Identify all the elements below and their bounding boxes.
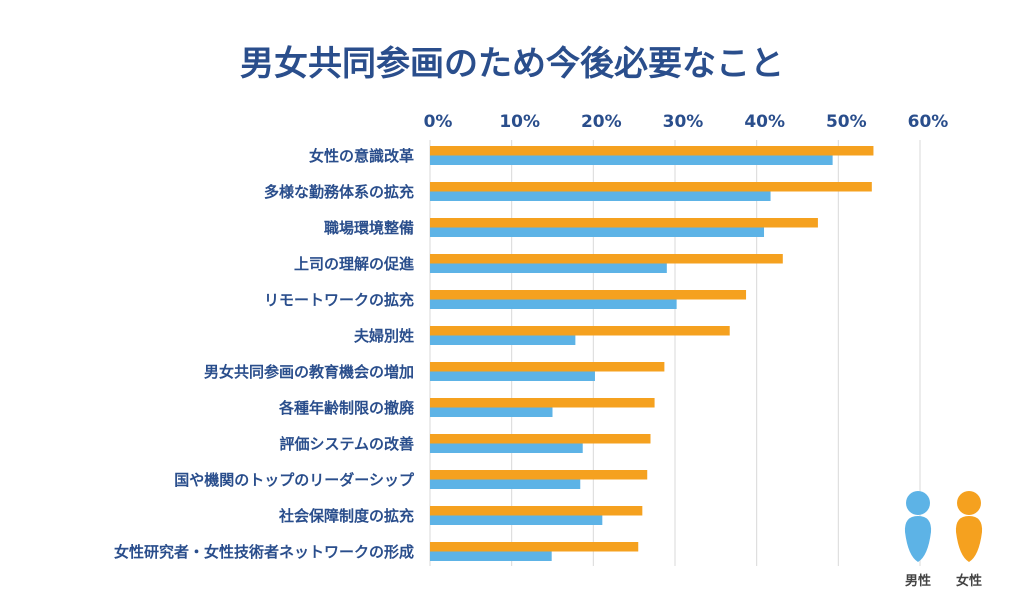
category-label: 男女共同参画の教育機会の増加 — [204, 363, 414, 381]
bar-male — [430, 371, 595, 381]
category-label: 各種年齢制限の撤廃 — [278, 399, 415, 417]
bar-male — [430, 299, 677, 309]
chart-title: 男女共同参画のため今後必要なこと — [240, 44, 784, 84]
category-label: 国や機関のトップのリーダーシップ — [174, 471, 415, 489]
bar-female — [430, 398, 655, 408]
category-label: 上司の理解の促進 — [294, 255, 415, 273]
x-tick-label: 40% — [744, 112, 785, 132]
bar-male — [430, 407, 553, 417]
category-label: 社会保障制度の拡充 — [278, 507, 414, 525]
category-label: 夫婦別姓 — [354, 327, 414, 345]
bar-female — [430, 434, 651, 444]
x-tick-label: 0% — [424, 112, 453, 132]
category-label: 職場環境整備 — [324, 219, 414, 237]
x-tick-label: 20% — [581, 112, 622, 132]
category-label: 女性の意識改革 — [309, 147, 414, 165]
bar-female — [430, 362, 665, 372]
bar-female — [430, 470, 648, 480]
x-tick-label: 30% — [663, 112, 704, 132]
bar-male — [430, 191, 771, 201]
bar-male — [430, 335, 576, 345]
legend-person-icon — [955, 491, 983, 562]
bar-male — [430, 155, 833, 165]
bar-male — [430, 479, 581, 489]
category-label: リモートワークの拡充 — [264, 291, 414, 309]
category-label: 評価システムの改善 — [279, 435, 414, 453]
bar-male — [430, 227, 765, 237]
legend-label: 男性 — [905, 573, 931, 589]
legend-person-icon — [904, 491, 932, 562]
bar-female — [430, 542, 639, 552]
x-tick-label: 60% — [908, 112, 949, 132]
bar-female — [430, 326, 730, 336]
bar-male — [430, 551, 552, 561]
bar-female — [430, 290, 747, 300]
bar-female — [430, 506, 643, 516]
bar-male — [430, 263, 667, 273]
bar-female — [430, 146, 874, 156]
bar-male — [430, 443, 583, 453]
bar-female — [430, 182, 872, 192]
legend-label: 女性 — [956, 573, 982, 589]
x-tick-label: 10% — [499, 112, 540, 132]
category-label: 多様な勤務体系の拡充 — [264, 183, 414, 201]
x-tick-label: 50% — [826, 112, 867, 132]
category-label: 女性研究者・女性技術者ネットワークの形成 — [114, 543, 414, 561]
bar-male — [430, 515, 603, 525]
bar-female — [430, 218, 818, 228]
bar-female — [430, 254, 783, 264]
